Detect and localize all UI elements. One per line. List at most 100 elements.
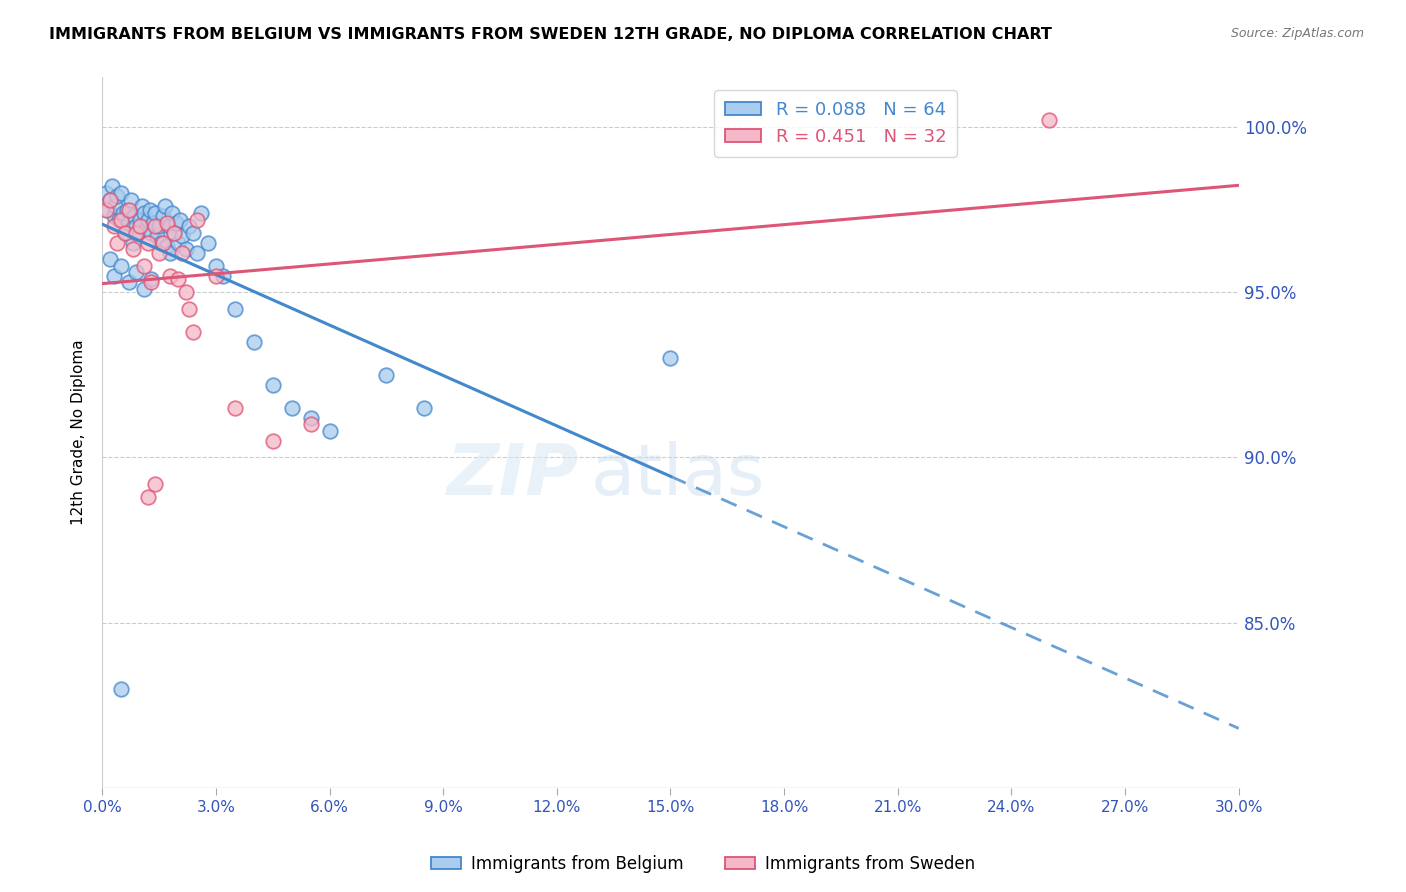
Point (124, 209, 146, 223)
Point (125, 265, 148, 279)
Point (156, 216, 179, 230)
Text: atlas: atlas (591, 441, 765, 509)
Point (146, 229, 169, 244)
Point (103, 209, 125, 223)
Point (299, 410, 322, 425)
Point (103, 268, 125, 283)
Point (98, 193, 121, 207)
Point (141, 275, 163, 289)
Point (143, 219, 166, 233)
Point (143, 206, 166, 220)
Point (110, 212, 132, 227)
Point (413, 401, 436, 415)
Point (299, 417, 322, 432)
Point (163, 226, 186, 240)
Point (205, 259, 228, 273)
Point (110, 681, 132, 696)
Point (98, 252, 121, 267)
Point (159, 245, 181, 260)
Point (375, 368, 398, 382)
Legend: Immigrants from Belgium, Immigrants from Sweden: Immigrants from Belgium, Immigrants from… (425, 848, 981, 880)
Point (121, 235, 143, 250)
Point (224, 401, 246, 415)
Point (186, 245, 208, 260)
Point (142, 216, 165, 230)
Point (108, 212, 131, 227)
Point (112, 206, 135, 220)
Point (94, 202, 117, 217)
Point (659, 351, 682, 366)
Point (148, 245, 170, 260)
Point (103, 219, 125, 233)
Point (179, 219, 201, 233)
Point (114, 226, 136, 240)
Point (129, 212, 152, 227)
Point (100, 179, 122, 194)
Point (179, 301, 201, 316)
Point (98, 193, 121, 207)
Point (170, 245, 193, 260)
Point (125, 219, 148, 233)
Point (118, 275, 141, 289)
Point (105, 235, 128, 250)
Point (120, 193, 142, 207)
Point (262, 434, 284, 448)
Point (165, 216, 187, 230)
Point (169, 212, 191, 227)
Point (115, 202, 138, 217)
Point (152, 235, 174, 250)
Legend: R = 0.088   N = 64, R = 0.451   N = 32: R = 0.088 N = 64, R = 0.451 N = 32 (714, 90, 957, 157)
Point (127, 226, 149, 240)
Point (197, 235, 219, 250)
Point (262, 377, 284, 392)
Point (157, 219, 180, 233)
Point (105, 189, 128, 203)
Point (152, 209, 174, 223)
Point (181, 325, 204, 339)
Text: IMMIGRANTS FROM BELGIUM VS IMMIGRANTS FROM SWEDEN 12TH GRADE, NO DIPLOMA CORRELA: IMMIGRANTS FROM BELGIUM VS IMMIGRANTS FR… (49, 27, 1052, 42)
Point (159, 268, 181, 283)
Point (135, 222, 157, 236)
Point (1038, 113, 1060, 128)
Point (138, 202, 160, 217)
Point (104, 199, 127, 213)
Point (181, 226, 204, 240)
Text: ZIP: ZIP (447, 441, 579, 509)
Point (94, 186, 117, 200)
Y-axis label: 12th Grade, No Diploma: 12th Grade, No Diploma (72, 340, 86, 525)
Point (148, 219, 170, 233)
Point (318, 424, 340, 438)
Point (132, 206, 155, 220)
Text: Source: ZipAtlas.com: Source: ZipAtlas.com (1230, 27, 1364, 40)
Point (242, 334, 264, 349)
Point (162, 206, 184, 220)
Point (167, 235, 190, 250)
Point (212, 268, 235, 283)
Point (136, 212, 159, 227)
Point (118, 216, 141, 230)
Point (156, 239, 179, 253)
Point (114, 226, 136, 240)
Point (170, 229, 193, 244)
Point (125, 226, 148, 240)
Point (129, 219, 152, 233)
Point (136, 235, 159, 250)
Point (280, 401, 302, 415)
Point (205, 268, 228, 283)
Point (131, 199, 153, 213)
Point (110, 186, 132, 200)
Point (121, 242, 143, 256)
Point (141, 226, 163, 240)
Point (174, 242, 197, 256)
Point (136, 490, 159, 504)
Point (149, 235, 172, 250)
Point (186, 212, 208, 227)
Point (224, 301, 246, 316)
Point (190, 206, 212, 220)
Point (153, 199, 176, 213)
Point (132, 282, 155, 296)
Point (118, 202, 141, 217)
Point (132, 259, 155, 273)
Point (174, 285, 197, 300)
Point (143, 476, 166, 491)
